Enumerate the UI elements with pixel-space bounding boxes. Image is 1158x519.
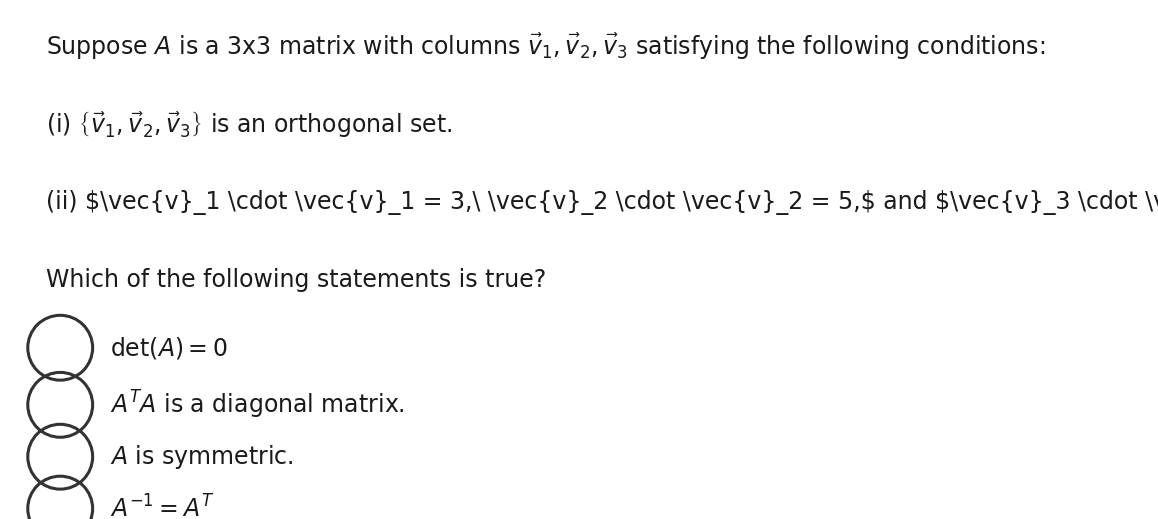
Text: $\mathit{A}^T\mathit{A}$ is a diagonal matrix.: $\mathit{A}^T\mathit{A}$ is a diagonal m… bbox=[110, 389, 405, 421]
Text: (i) $\left\{\vec{v}_1, \vec{v}_2, \vec{v}_3\right\}$ is an orthogonal set.: (i) $\left\{\vec{v}_1, \vec{v}_2, \vec{v… bbox=[46, 109, 453, 140]
Text: $\mathit{A}^{-1} = \mathit{A}^T$: $\mathit{A}^{-1} = \mathit{A}^T$ bbox=[110, 495, 214, 519]
Text: Suppose $\mathit{A}$ is a 3x3 matrix with columns $\vec{v}_1, \vec{v}_2, \vec{v}: Suppose $\mathit{A}$ is a 3x3 matrix wit… bbox=[46, 31, 1046, 62]
Text: (ii) $\vec{v}_1 \cdot \vec{v}_1 = 3,\ \vec{v}_2 \cdot \vec{v}_2 = 5,\$ and $\vec: (ii) $\vec{v}_1 \cdot \vec{v}_1 = 3,\ \v… bbox=[46, 190, 1158, 215]
Text: $\det(\mathit{A}) = 0$: $\det(\mathit{A}) = 0$ bbox=[110, 335, 228, 361]
Text: Which of the following statements is true?: Which of the following statements is tru… bbox=[46, 268, 547, 292]
Text: $\mathit{A}$ is symmetric.: $\mathit{A}$ is symmetric. bbox=[110, 443, 294, 471]
